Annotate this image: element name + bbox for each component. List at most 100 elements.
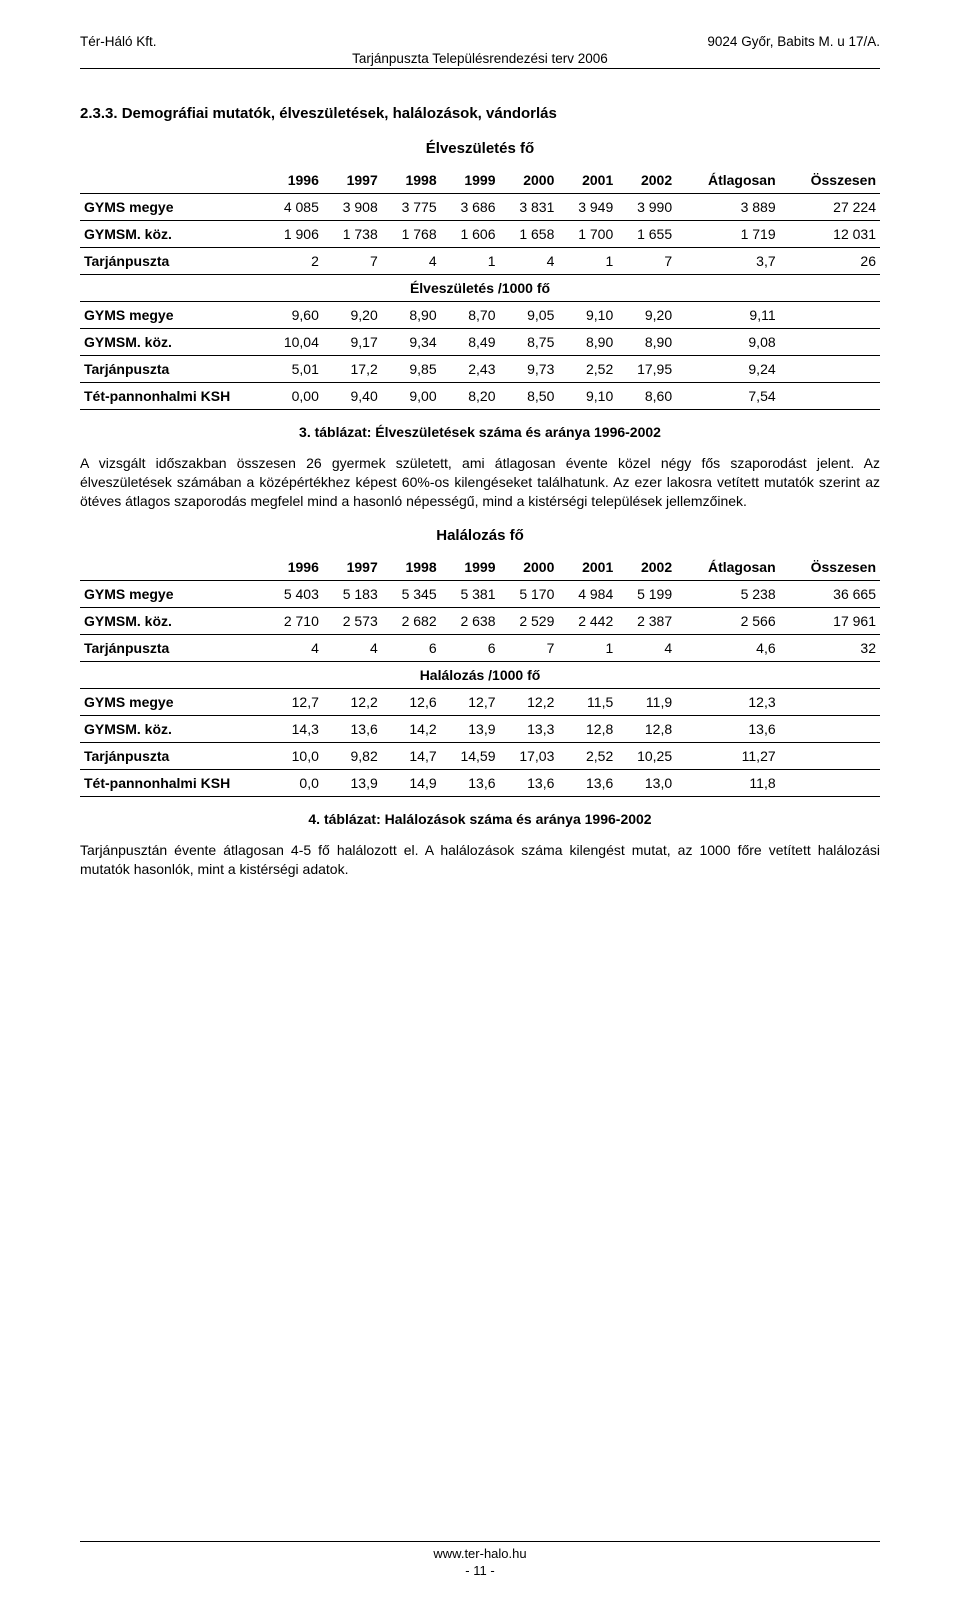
table-header-row: 1996 1997 1998 1999 2000 2001 2002 Átlag… [80, 554, 880, 581]
cell: 12,7 [441, 688, 500, 715]
cell [780, 302, 880, 329]
cell: 1 738 [323, 221, 382, 248]
cell: 17,03 [500, 742, 559, 769]
table-row: GYMSM. köz. 2 710 2 573 2 682 2 638 2 52… [80, 607, 880, 634]
cell: 2,43 [441, 356, 500, 383]
deaths-table: 1996 1997 1998 1999 2000 2001 2002 Átlag… [80, 554, 880, 797]
cell: 2 529 [500, 607, 559, 634]
row-label: Tarjánpuszta [80, 742, 264, 769]
year-col: 2001 [558, 167, 617, 194]
cell: 12,6 [382, 688, 441, 715]
cell: 7,54 [676, 383, 780, 410]
cell: 12 031 [780, 221, 880, 248]
cell: 1 [441, 248, 500, 275]
births-table-caption: 3. táblázat: Élveszületések száma és ará… [80, 424, 880, 440]
cell: 9,73 [500, 356, 559, 383]
cell: 2 682 [382, 607, 441, 634]
cell: 13,0 [617, 769, 676, 796]
table-row: Tét-pannonhalmi KSH 0,00 9,40 9,00 8,20 … [80, 383, 880, 410]
year-col: 2002 [617, 167, 676, 194]
cell: 3 686 [441, 194, 500, 221]
cell: 4 085 [264, 194, 323, 221]
row-label: Tarjánpuszta [80, 248, 264, 275]
cell: 13,6 [441, 769, 500, 796]
row-label: GYMS megye [80, 580, 264, 607]
table-row: Tarjánpuszta 4 4 6 6 7 1 4 4,6 32 [80, 634, 880, 661]
table-row: GYMS megye 9,60 9,20 8,90 8,70 9,05 9,10… [80, 302, 880, 329]
cell: 11,9 [617, 688, 676, 715]
cell: 5 170 [500, 580, 559, 607]
table-header-row: 1996 1997 1998 1999 2000 2001 2002 Átlag… [80, 167, 880, 194]
cell: 4 [500, 248, 559, 275]
year-col: 1999 [441, 554, 500, 581]
cell: 12,8 [558, 715, 617, 742]
cell: 2 638 [441, 607, 500, 634]
cell: 9,11 [676, 302, 780, 329]
cell: 9,40 [323, 383, 382, 410]
cell: 6 [382, 634, 441, 661]
cell: 8,90 [558, 329, 617, 356]
cell: 9,10 [558, 302, 617, 329]
cell: 13,9 [323, 769, 382, 796]
cell: 2 573 [323, 607, 382, 634]
cell [780, 688, 880, 715]
row-label: GYMSM. köz. [80, 221, 264, 248]
cell: 0,00 [264, 383, 323, 410]
header-subtitle: Tarjánpuszta Településrendezési terv 200… [80, 51, 880, 69]
cell: 12,3 [676, 688, 780, 715]
cell: 1 768 [382, 221, 441, 248]
cell: 9,20 [323, 302, 382, 329]
cell: 4,6 [676, 634, 780, 661]
cell [780, 356, 880, 383]
cell [780, 769, 880, 796]
cell: 1 [558, 634, 617, 661]
cell: 11,8 [676, 769, 780, 796]
cell: 8,50 [500, 383, 559, 410]
year-col: Átlagosan [676, 554, 780, 581]
table-row: Tarjánpuszta 10,0 9,82 14,7 14,59 17,03 … [80, 742, 880, 769]
cell: 32 [780, 634, 880, 661]
cell: 0,0 [264, 769, 323, 796]
footer-page-number: - 11 - [80, 1563, 880, 1580]
row-label: GYMS megye [80, 302, 264, 329]
row-label: GYMSM. köz. [80, 329, 264, 356]
cell: 5 403 [264, 580, 323, 607]
cell: 11,5 [558, 688, 617, 715]
row-label: Tarjánpuszta [80, 634, 264, 661]
table-row: GYMS megye 12,7 12,2 12,6 12,7 12,2 11,5… [80, 688, 880, 715]
cell: 7 [617, 248, 676, 275]
cell: 5 238 [676, 580, 780, 607]
cell [780, 329, 880, 356]
year-col: Összesen [780, 554, 880, 581]
table-row: Tarjánpuszta 5,01 17,2 9,85 2,43 9,73 2,… [80, 356, 880, 383]
cell: 17 961 [780, 607, 880, 634]
cell: 1 700 [558, 221, 617, 248]
cell: 14,9 [382, 769, 441, 796]
cell: 9,10 [558, 383, 617, 410]
cell: 10,25 [617, 742, 676, 769]
cell: 9,82 [323, 742, 382, 769]
subheader-label: Halálozás /1000 fő [80, 661, 880, 688]
year-col: 2000 [500, 167, 559, 194]
cell: 10,0 [264, 742, 323, 769]
cell: 26 [780, 248, 880, 275]
cell: 4 [323, 634, 382, 661]
paragraph-deaths: Tarjánpusztán évente átlagosan 4-5 fő ha… [80, 841, 880, 879]
year-col: 2002 [617, 554, 676, 581]
row-label: Tét-pannonhalmi KSH [80, 769, 264, 796]
cell: 8,60 [617, 383, 676, 410]
cell: 5 381 [441, 580, 500, 607]
year-col: 1997 [323, 554, 382, 581]
header-right: 9024 Győr, Babits M. u 17/A. [707, 34, 880, 49]
cell: 8,75 [500, 329, 559, 356]
cell: 2 710 [264, 607, 323, 634]
cell: 36 665 [780, 580, 880, 607]
cell: 5 183 [323, 580, 382, 607]
page-footer: www.ter-halo.hu - 11 - [80, 1541, 880, 1580]
year-col: 2001 [558, 554, 617, 581]
cell: 13,3 [500, 715, 559, 742]
cell: 1 906 [264, 221, 323, 248]
cell: 3 949 [558, 194, 617, 221]
cell: 8,20 [441, 383, 500, 410]
cell: 3 831 [500, 194, 559, 221]
